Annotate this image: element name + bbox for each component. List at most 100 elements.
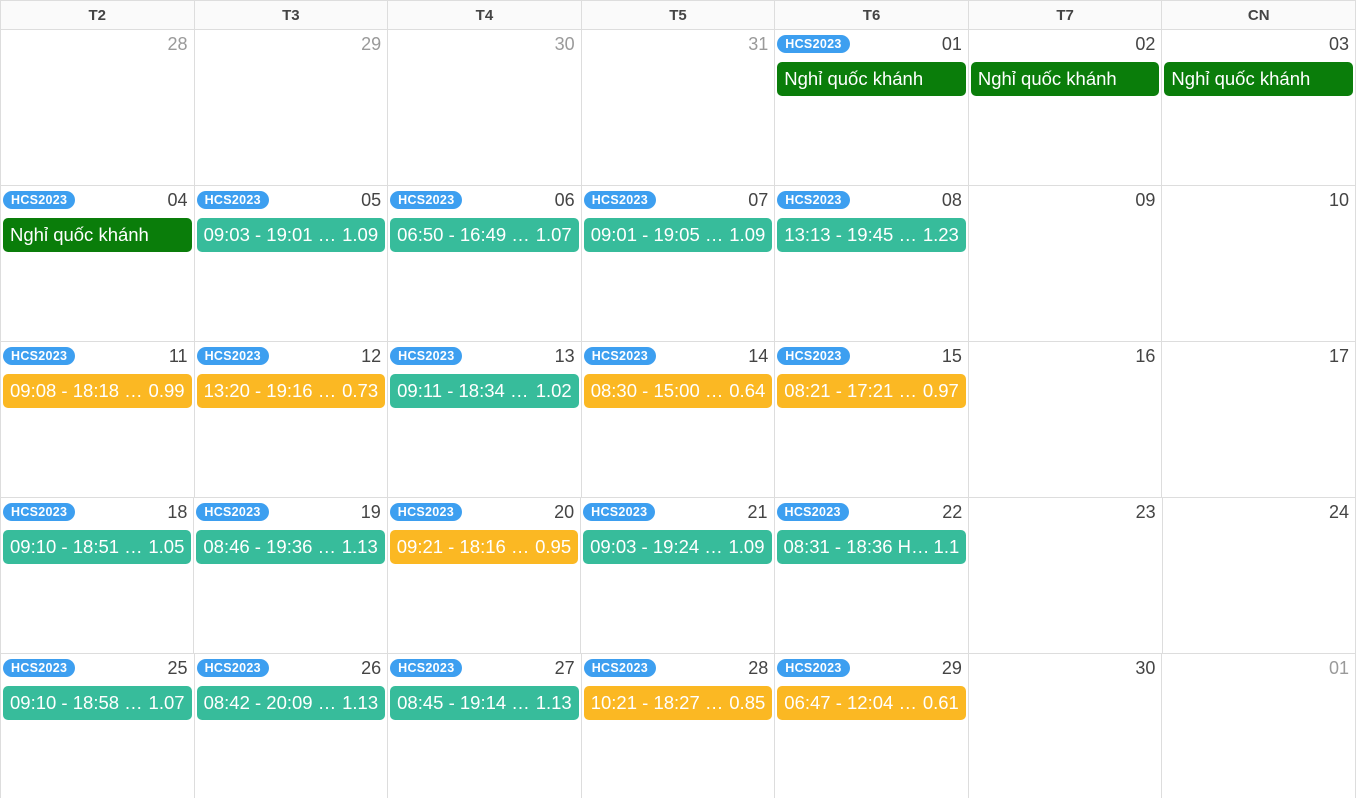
schedule-tag-badge[interactable]: HCS2023 bbox=[777, 35, 850, 53]
schedule-tag-badge[interactable]: HCS2023 bbox=[583, 347, 657, 365]
attendance-event[interactable]: 09:10 - 18:51 … 1.05 bbox=[3, 530, 192, 564]
day-cell[interactable]: 10 bbox=[1162, 186, 1356, 341]
day-cell[interactable]: HCS2023 22 08:31 - 18:36 H… 1.1 bbox=[775, 498, 970, 653]
day-number[interactable]: 07 bbox=[748, 189, 769, 210]
day-cell[interactable]: 03 Nghỉ quốc khánh bbox=[1162, 30, 1356, 185]
schedule-tag-badge[interactable]: HCS2023 bbox=[3, 191, 76, 209]
day-cell[interactable]: 29 bbox=[195, 30, 389, 185]
day-number[interactable]: 12 bbox=[361, 345, 382, 366]
attendance-event[interactable]: 09:03 - 19:24 … 1.09 bbox=[583, 530, 772, 564]
day-number[interactable]: 28 bbox=[167, 33, 188, 54]
day-number[interactable]: 06 bbox=[554, 189, 575, 210]
day-number[interactable]: 28 bbox=[748, 657, 769, 678]
schedule-tag-badge[interactable]: HCS2023 bbox=[390, 659, 463, 677]
day-number[interactable]: 17 bbox=[1328, 345, 1349, 366]
day-cell[interactable]: 30 bbox=[388, 30, 582, 185]
schedule-tag-badge[interactable]: HCS2023 bbox=[196, 659, 269, 677]
day-cell[interactable]: 31 bbox=[582, 30, 776, 185]
attendance-event[interactable]: 09:10 - 18:58 … 1.07 bbox=[3, 686, 192, 720]
attendance-event[interactable]: 13:20 - 19:16 … 0.73 bbox=[196, 374, 386, 408]
schedule-tag-badge[interactable]: HCS2023 bbox=[776, 503, 849, 521]
attendance-event[interactable]: 08:31 - 18:36 H… 1.1 bbox=[776, 530, 967, 564]
day-cell[interactable]: HCS2023 26 08:42 - 20:09 … 1.13 bbox=[195, 654, 389, 798]
day-number[interactable]: 30 bbox=[554, 33, 575, 54]
day-number[interactable]: 20 bbox=[554, 501, 575, 522]
schedule-tag-badge[interactable]: HCS2023 bbox=[583, 191, 657, 209]
day-cell[interactable]: HCS2023 29 06:47 - 12:04 … 0.61 bbox=[775, 654, 969, 798]
day-number[interactable]: 30 bbox=[1135, 657, 1156, 678]
schedule-tag-badge[interactable]: HCS2023 bbox=[389, 503, 463, 521]
schedule-tag-badge[interactable]: HCS2023 bbox=[583, 503, 656, 521]
attendance-event[interactable]: 06:50 - 16:49 … 1.07 bbox=[390, 218, 579, 252]
day-number[interactable]: 15 bbox=[941, 345, 962, 366]
schedule-tag-badge[interactable]: HCS2023 bbox=[3, 659, 76, 677]
day-cell[interactable]: 02 Nghỉ quốc khánh bbox=[969, 30, 1163, 185]
attendance-event[interactable]: 09:01 - 19:05 … 1.09 bbox=[583, 218, 773, 252]
day-cell[interactable]: HCS2023 19 08:46 - 19:36 … 1.13 bbox=[194, 498, 388, 653]
day-number[interactable]: 18 bbox=[167, 501, 188, 522]
holiday-event[interactable]: Nghỉ quốc khánh bbox=[970, 62, 1160, 96]
day-cell[interactable]: 30 bbox=[969, 654, 1163, 798]
day-number[interactable]: 31 bbox=[748, 33, 769, 54]
day-cell[interactable]: 23 bbox=[969, 498, 1163, 653]
day-cell[interactable]: 17 bbox=[1162, 342, 1356, 497]
attendance-event[interactable]: 06:47 - 12:04 … 0.61 bbox=[777, 686, 966, 720]
schedule-tag-badge[interactable]: HCS2023 bbox=[777, 191, 850, 209]
day-number[interactable]: 09 bbox=[1135, 189, 1156, 210]
day-number[interactable]: 29 bbox=[941, 657, 962, 678]
day-cell[interactable]: 24 bbox=[1163, 498, 1356, 653]
day-cell[interactable]: HCS2023 05 09:03 - 19:01 … 1.09 bbox=[195, 186, 389, 341]
day-cell[interactable]: HCS2023 08 13:13 - 19:45 … 1.23 bbox=[775, 186, 969, 341]
attendance-event[interactable]: 08:46 - 19:36 … 1.13 bbox=[196, 530, 385, 564]
attendance-event[interactable]: 10:21 - 18:27 … 0.85 bbox=[583, 686, 773, 720]
day-cell[interactable]: HCS2023 01 Nghỉ quốc khánh bbox=[775, 30, 969, 185]
holiday-event[interactable]: Nghỉ quốc khánh bbox=[777, 62, 966, 96]
day-cell[interactable]: HCS2023 15 08:21 - 17:21 … 0.97 bbox=[775, 342, 969, 497]
day-number[interactable]: 27 bbox=[554, 657, 575, 678]
attendance-event[interactable]: 08:42 - 20:09 … 1.13 bbox=[196, 686, 386, 720]
day-number[interactable]: 26 bbox=[361, 657, 382, 678]
day-cell[interactable]: HCS2023 20 09:21 - 18:16 … 0.95 bbox=[388, 498, 582, 653]
day-number[interactable]: 16 bbox=[1135, 345, 1156, 366]
day-cell[interactable]: 28 bbox=[1, 30, 195, 185]
day-number[interactable]: 29 bbox=[361, 33, 382, 54]
schedule-tag-badge[interactable]: HCS2023 bbox=[390, 191, 463, 209]
day-number[interactable]: 02 bbox=[1135, 33, 1156, 54]
day-number[interactable]: 11 bbox=[168, 345, 188, 366]
day-cell[interactable]: 09 bbox=[969, 186, 1163, 341]
day-cell[interactable]: HCS2023 07 09:01 - 19:05 … 1.09 bbox=[582, 186, 776, 341]
day-cell[interactable]: HCS2023 14 08:30 - 15:00 … 0.64 bbox=[582, 342, 776, 497]
attendance-event[interactable]: 09:11 - 18:34 … 1.02 bbox=[390, 374, 579, 408]
day-cell[interactable]: HCS2023 25 09:10 - 18:58 … 1.07 bbox=[1, 654, 195, 798]
attendance-event[interactable]: 08:45 - 19:14 … 1.13 bbox=[390, 686, 579, 720]
attendance-event[interactable]: 08:30 - 15:00 … 0.64 bbox=[583, 374, 773, 408]
day-number[interactable]: 14 bbox=[748, 345, 769, 366]
day-number[interactable]: 25 bbox=[167, 657, 188, 678]
schedule-tag-badge[interactable]: HCS2023 bbox=[196, 347, 269, 365]
attendance-event[interactable]: 09:21 - 18:16 … 0.95 bbox=[389, 530, 579, 564]
attendance-event[interactable]: 08:21 - 17:21 … 0.97 bbox=[777, 374, 966, 408]
day-cell[interactable]: HCS2023 28 10:21 - 18:27 … 0.85 bbox=[582, 654, 776, 798]
day-number[interactable]: 19 bbox=[360, 501, 381, 522]
schedule-tag-badge[interactable]: HCS2023 bbox=[583, 659, 657, 677]
day-cell[interactable]: HCS2023 06 06:50 - 16:49 … 1.07 bbox=[388, 186, 582, 341]
day-number[interactable]: 21 bbox=[747, 501, 768, 522]
attendance-event[interactable]: 09:08 - 18:18 … 0.99 bbox=[3, 374, 192, 408]
schedule-tag-badge[interactable]: HCS2023 bbox=[777, 659, 850, 677]
day-cell[interactable]: 16 bbox=[969, 342, 1163, 497]
schedule-tag-badge[interactable]: HCS2023 bbox=[777, 347, 850, 365]
day-number[interactable]: 03 bbox=[1328, 33, 1349, 54]
schedule-tag-badge[interactable]: HCS2023 bbox=[196, 503, 269, 521]
holiday-event[interactable]: Nghỉ quốc khánh bbox=[3, 218, 192, 252]
day-cell[interactable]: HCS2023 11 09:08 - 18:18 … 0.99 bbox=[1, 342, 195, 497]
day-number[interactable]: 01 bbox=[941, 33, 962, 54]
day-cell[interactable]: HCS2023 12 13:20 - 19:16 … 0.73 bbox=[195, 342, 389, 497]
schedule-tag-badge[interactable]: HCS2023 bbox=[196, 191, 269, 209]
day-cell[interactable]: HCS2023 13 09:11 - 18:34 … 1.02 bbox=[388, 342, 582, 497]
day-number[interactable]: 04 bbox=[167, 189, 188, 210]
day-number[interactable]: 05 bbox=[361, 189, 382, 210]
day-cell[interactable]: HCS2023 21 09:03 - 19:24 … 1.09 bbox=[581, 498, 775, 653]
holiday-event[interactable]: Nghỉ quốc khánh bbox=[1164, 62, 1353, 96]
schedule-tag-badge[interactable]: HCS2023 bbox=[3, 347, 76, 365]
day-number[interactable]: 01 bbox=[1328, 657, 1349, 678]
